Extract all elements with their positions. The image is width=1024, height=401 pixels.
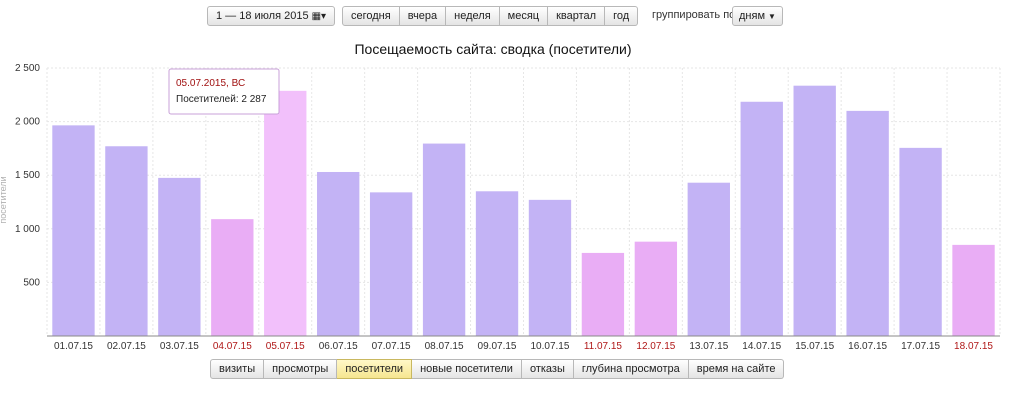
group-by-value: дням: [739, 10, 766, 22]
bar-07.07.15[interactable]: [369, 192, 413, 336]
y-tick-label: 2 000: [15, 117, 40, 128]
y-tick-label: 1 000: [15, 224, 40, 235]
x-tick-label: 15.07.15: [795, 341, 834, 352]
bar-03.07.15[interactable]: [158, 177, 201, 336]
y-tick-label: 1 500: [15, 170, 40, 181]
bar-04.07.15[interactable]: [211, 219, 254, 336]
period-yesterday-button[interactable]: вчера: [399, 6, 447, 26]
x-tick-label: 11.07.15: [584, 341, 623, 352]
period-today-button[interactable]: сегодня: [342, 6, 400, 26]
x-tick-label: 12.07.15: [636, 341, 675, 352]
period-year-button[interactable]: год: [605, 6, 639, 26]
metric-tab-5[interactable]: отказы: [521, 359, 574, 379]
x-tick-label: 08.07.15: [425, 341, 464, 352]
bar-02.07.15[interactable]: [105, 146, 148, 336]
group-by-select[interactable]: дням ▼: [732, 6, 783, 26]
group-by-label: группировать по: [652, 9, 736, 21]
bar-16.07.15[interactable]: [846, 110, 889, 336]
x-tick-label: 16.07.15: [848, 341, 887, 352]
chart-tooltip: 05.07.2015, ВС Посетителей: 2 287: [168, 68, 280, 115]
chart-title: Посещаемость сайта: сводка (посетители): [354, 41, 631, 57]
chart: Посещаемость сайта: сводка (посетители) …: [0, 41, 1001, 352]
chart-bars: [52, 85, 995, 337]
tooltip-date: 05.07.2015, ВС: [176, 78, 245, 89]
bar-17.07.15[interactable]: [899, 147, 942, 336]
bar-06.07.15[interactable]: [317, 171, 360, 336]
bar-01.07.15[interactable]: [52, 125, 95, 337]
metric-tab-3[interactable]: посетители: [337, 359, 413, 379]
period-quarter-button[interactable]: квартал: [548, 6, 606, 26]
y-axis-ticks: 500 1 000 1 500 2 000 2 500: [15, 63, 40, 288]
calendar-icon: ▦▾: [311, 11, 327, 22]
date-range-button[interactable]: 1 — 18 июля 2015 ▦▾: [207, 6, 336, 26]
metric-tabs: визиты просмотры посетители новые посетител…: [210, 359, 785, 379]
x-tick-label: 07.07.15: [372, 341, 411, 352]
metric-tab-6[interactable]: глубина просмотра: [573, 359, 689, 379]
bar-10.07.15[interactable]: [528, 199, 572, 336]
x-tick-label: 02.07.15: [107, 341, 146, 352]
y-tick-label: 500: [23, 277, 40, 288]
bar-11.07.15[interactable]: [581, 252, 625, 336]
bar-12.07.15[interactable]: [634, 241, 678, 336]
bar-05.07.15[interactable]: [264, 90, 307, 336]
period-week-button[interactable]: неделя: [446, 6, 500, 26]
x-tick-label: 10.07.15: [531, 341, 570, 352]
x-tick-label: 18.07.15: [954, 341, 993, 352]
x-tick-label: 01.07.15: [54, 341, 93, 352]
period-month-button[interactable]: месяц: [499, 6, 549, 26]
y-tick-label: 2 500: [15, 63, 40, 74]
period-selector: сегодня вчера неделя месяц квартал год: [342, 6, 639, 26]
x-tick-label: 14.07.15: [742, 341, 781, 352]
x-tick-label: 09.07.15: [478, 341, 517, 352]
x-tick-label: 04.07.15: [213, 341, 252, 352]
x-tick-label: 05.07.15: [266, 341, 305, 352]
date-range-label: 1 — 18 июля 2015: [216, 10, 309, 22]
bar-18.07.15[interactable]: [952, 244, 995, 336]
x-tick-label: 06.07.15: [319, 341, 358, 352]
tooltip-box: [168, 68, 280, 115]
y-axis-label: посетители: [0, 176, 8, 223]
chart-grid: [46, 67, 1001, 336]
metric-tab-4[interactable]: новые посетители: [412, 359, 522, 379]
x-axis-ticks: 01.07.15 02.07.15 03.07.15 04.07.15 05.07.15…: [54, 341, 993, 352]
chevron-down-icon: ▼: [768, 12, 776, 21]
metric-tab-1[interactable]: визиты: [210, 359, 265, 379]
bar-15.07.15[interactable]: [793, 85, 836, 336]
metric-tab-2[interactable]: просмотры: [264, 359, 338, 379]
x-tick-label: 13.07.15: [689, 341, 728, 352]
bar-13.07.15[interactable]: [687, 182, 730, 336]
metric-tab-7[interactable]: время на сайте: [688, 359, 785, 379]
x-tick-label: 17.07.15: [901, 341, 940, 352]
x-tick-label: 03.07.15: [160, 341, 199, 352]
tooltip-value: Посетителей: 2 287: [176, 94, 267, 105]
bar-14.07.15[interactable]: [740, 101, 783, 336]
bar-08.07.15[interactable]: [422, 143, 466, 336]
bar-09.07.15[interactable]: [475, 191, 519, 336]
